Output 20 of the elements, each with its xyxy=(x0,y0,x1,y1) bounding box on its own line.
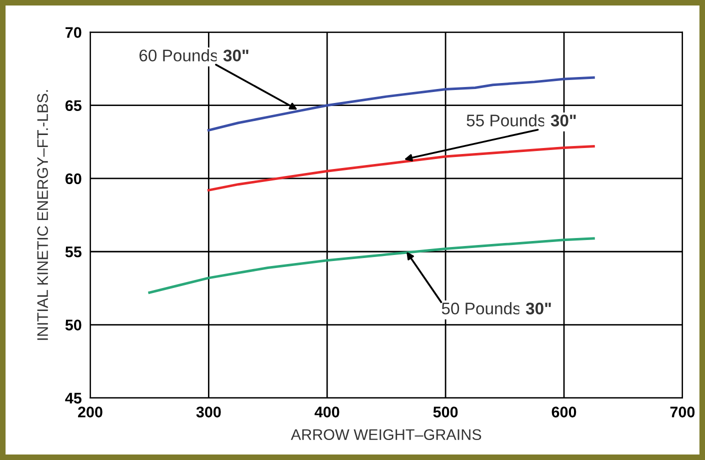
y-tick-label: 70 xyxy=(66,27,82,38)
x-tick-label: 400 xyxy=(314,406,340,418)
x-tick-label: 600 xyxy=(552,406,576,418)
x-tick-label: 300 xyxy=(196,406,221,418)
line-series xyxy=(148,237,595,294)
y-tick-label: 55 xyxy=(65,246,82,258)
y-tick-label: 45 xyxy=(65,392,82,404)
y-tick-label: 65 xyxy=(65,100,82,112)
y-tick-label: 60 xyxy=(65,173,82,184)
line-series xyxy=(207,76,595,132)
x-tick-label: 500 xyxy=(433,406,458,418)
annotation: 55 Pounds 30" xyxy=(466,114,576,126)
line-series xyxy=(207,145,595,192)
y-tick-label: 50 xyxy=(65,320,82,330)
x-tick-label: 700 xyxy=(670,406,695,418)
annotation: 60 Pounds 30" xyxy=(140,49,248,62)
y-axis-title: INITIAL KINETIC ENERGY–FT.-LBS. xyxy=(37,90,48,340)
x-tick-label: 200 xyxy=(78,406,102,418)
x-axis-title: ARROW WEIGHT–GRAINS xyxy=(290,429,482,440)
annotation: 50 Pounds 30" xyxy=(442,302,551,314)
